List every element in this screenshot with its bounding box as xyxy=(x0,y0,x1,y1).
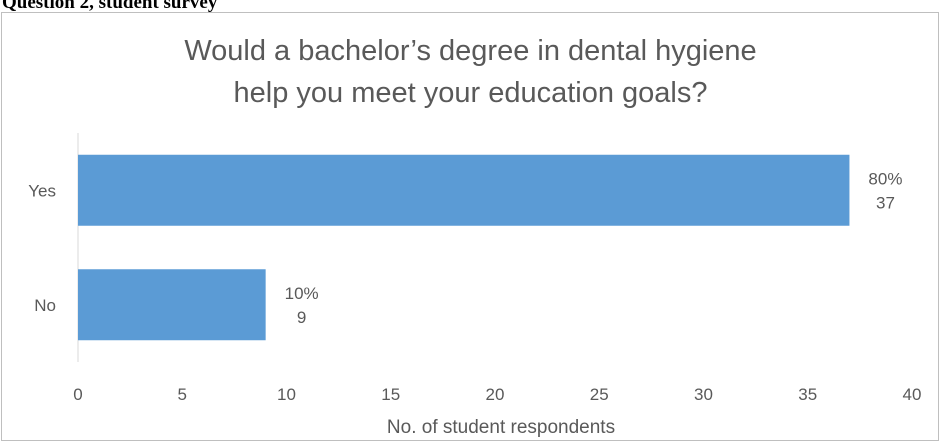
page-heading: Question 2, student survey xyxy=(2,0,218,13)
data-label-count-no: 9 xyxy=(297,308,306,327)
x-tick-label-15: 15 xyxy=(381,385,400,404)
bar-yes xyxy=(78,154,850,226)
chart-title-line-2: help you meet your education goals? xyxy=(233,77,708,109)
x-tick-label-20: 20 xyxy=(486,385,505,404)
chart-frame xyxy=(1,12,939,441)
x-tick-label-40: 40 xyxy=(903,385,922,404)
data-label-count-yes: 37 xyxy=(876,193,895,212)
x-tick-label-25: 25 xyxy=(590,385,609,404)
x-axis-label: No. of student respondents xyxy=(387,417,615,438)
category-label-no: No xyxy=(34,296,56,315)
chart-title-line-1: Would a bachelor’s degree in dental hygi… xyxy=(184,35,757,67)
x-tick-label-35: 35 xyxy=(798,385,817,404)
data-label-percent-yes: 80% xyxy=(868,169,902,188)
chart-title: Would a bachelor’s degree in dental hygi… xyxy=(0,30,941,114)
data-label-percent-no: 10% xyxy=(285,284,319,303)
x-tick-label-0: 0 xyxy=(73,385,82,404)
x-tick-label-30: 30 xyxy=(694,385,713,404)
x-tick-label-10: 10 xyxy=(277,385,296,404)
bar-no xyxy=(78,269,266,341)
x-tick-label-5: 5 xyxy=(178,385,187,404)
category-label-yes: Yes xyxy=(28,181,56,200)
